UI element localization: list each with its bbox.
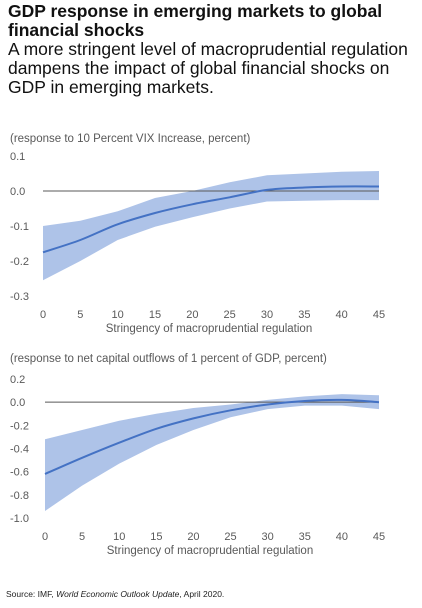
outflow-x-tick-label: 45 xyxy=(373,531,385,543)
outflow-x-tick-label: 40 xyxy=(336,531,348,543)
outflow-x-tick-label: 10 xyxy=(113,531,125,543)
outflow-y-tick-label: 0.2 xyxy=(10,374,25,386)
source-publication: World Economic Outlook Update xyxy=(56,589,180,599)
vix-confidence-band xyxy=(43,171,379,281)
outflow-estimate-line xyxy=(44,398,380,475)
outflow-x-tick-label: 20 xyxy=(187,531,199,543)
vix-estimate-line xyxy=(42,185,380,254)
outflow-x-tick-label: 30 xyxy=(262,531,274,543)
outflow-chart-note: (response to net capital outflows of 1 p… xyxy=(10,353,327,365)
outflow-y-tick-label: -0.2 xyxy=(10,420,29,432)
chart-title: GDP response in emerging markets to glob… xyxy=(8,1,383,40)
vix-y-tick-label: -0.3 xyxy=(10,291,29,303)
vix-x-tick-label: 15 xyxy=(149,309,161,321)
vix-x-tick-label: 0 xyxy=(40,309,46,321)
outflow-y-tick-label: -1.0 xyxy=(10,513,29,525)
outflow-y-tick-label: 0.0 xyxy=(10,397,25,409)
outflow-x-axis-label: Stringency of macroprudential regulation xyxy=(107,545,313,557)
vix-x-tick-label: 25 xyxy=(224,309,236,321)
vix-x-tick-label: 5 xyxy=(77,309,83,321)
outflow-y-tick-label: -0.8 xyxy=(10,490,29,502)
outflow-y-tick-label: -0.6 xyxy=(10,467,29,479)
vix-y-tick-label: 0.0 xyxy=(10,186,25,198)
vix-x-tick-label: 45 xyxy=(373,309,385,321)
vix-x-tick-label: 30 xyxy=(261,309,273,321)
vix-y-tick-label: -0.1 xyxy=(10,221,29,233)
outflow-confidence-band xyxy=(45,394,379,511)
outflow-x-tick-label: 15 xyxy=(150,531,162,543)
capital-outflow-response-chart: (response to net capital outflows of 1 p… xyxy=(10,353,385,557)
source-prefix: Source: IMF, xyxy=(6,589,57,599)
outflow-y-tick-label: -0.4 xyxy=(10,444,29,456)
vix-response-chart: (response to 10 Percent VIX Increase, pe… xyxy=(10,133,385,335)
source-note: Source: IMF, World Economic Outlook Upda… xyxy=(6,589,224,599)
outflow-x-tick-label: 0 xyxy=(42,531,48,543)
vix-x-tick-label: 40 xyxy=(336,309,348,321)
vix-y-tick-label: 0.1 xyxy=(10,151,25,163)
vix-x-tick-label: 35 xyxy=(298,309,310,321)
chart-subtitle: A more stringent level of macroprudentia… xyxy=(8,39,408,97)
outflow-x-tick-label: 5 xyxy=(79,531,85,543)
source-suffix: , April 2020. xyxy=(179,589,225,599)
vix-x-tick-label: 20 xyxy=(186,309,198,321)
vix-x-axis-label: Stringency of macroprudential regulation xyxy=(106,323,312,335)
vix-x-tick-label: 10 xyxy=(112,309,124,321)
vix-chart-note: (response to 10 Percent VIX Increase, pe… xyxy=(10,133,251,145)
vix-y-tick-label: -0.2 xyxy=(10,256,29,268)
outflow-x-tick-label: 25 xyxy=(224,531,236,543)
outflow-x-tick-label: 35 xyxy=(299,531,311,543)
